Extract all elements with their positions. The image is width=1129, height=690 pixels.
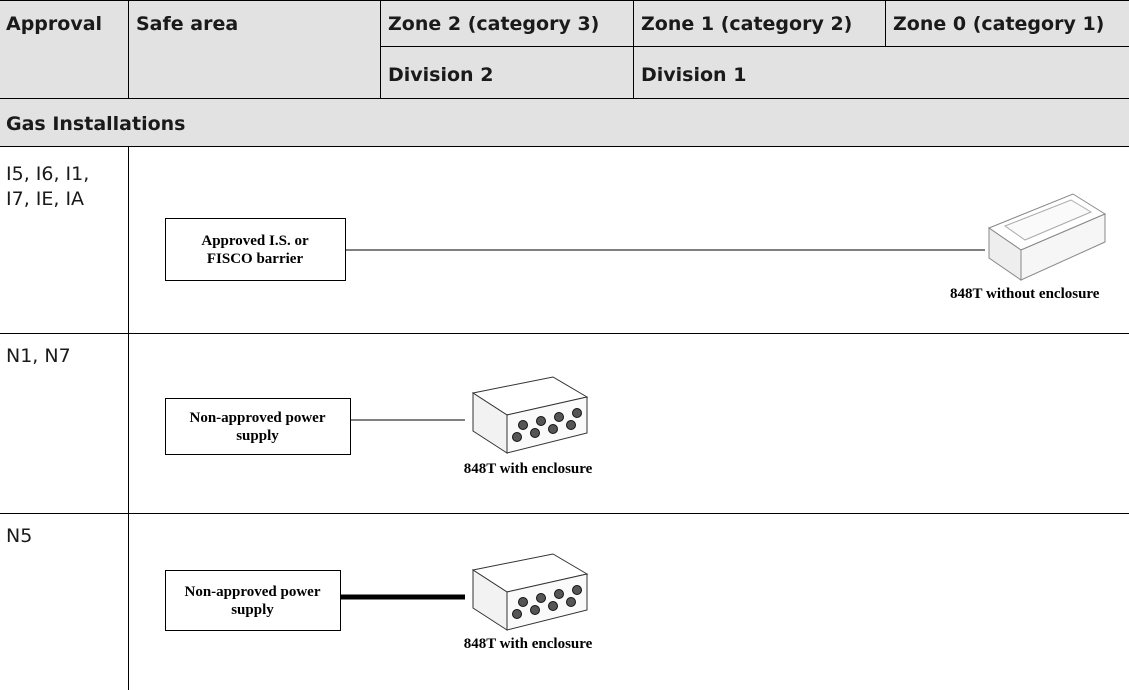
header-cell: Zone 0 (category 1): [893, 13, 1104, 35]
enclosure-side: [506, 573, 588, 631]
cable-gland: [530, 605, 540, 615]
device-box: [165, 398, 351, 455]
cable-gland: [572, 408, 582, 418]
cable-gland: [572, 585, 582, 595]
cable-gland: [566, 597, 576, 607]
cable-gland: [548, 601, 558, 611]
box-label: supply: [231, 602, 274, 618]
header-cell: Zone 1 (category 2): [641, 13, 852, 35]
enclosure-side: [506, 396, 588, 454]
cable-gland: [512, 609, 522, 619]
device-side: [1020, 213, 1106, 281]
section-title: Gas Installations: [6, 113, 185, 135]
cable-gland: [518, 420, 528, 430]
approval-code: N5: [6, 525, 32, 547]
cable-gland: [530, 428, 540, 438]
cable-gland: [554, 412, 564, 422]
header-cell: Division 1: [641, 64, 746, 86]
device-caption: 848T without enclosure: [950, 286, 1100, 302]
approval-code: I7, IE, IA: [6, 188, 84, 210]
cable-gland: [536, 593, 546, 603]
box-label: supply: [236, 428, 279, 444]
box-label: Non-approved power: [185, 584, 321, 600]
box-label: Non-approved power: [190, 410, 326, 426]
header-cell: Safe area: [136, 13, 238, 35]
header-cell: Division 2: [388, 64, 493, 86]
approval-code: I5, I6, I1,: [6, 163, 89, 185]
box-label: Approved I.S. or: [201, 233, 309, 249]
device-caption: 848T with enclosure: [464, 461, 593, 477]
approval-code: N1, N7: [6, 345, 71, 367]
device-box: [165, 218, 346, 281]
header-cell: Zone 2 (category 3): [388, 13, 599, 35]
device-enclosure: [471, 376, 589, 454]
cable-gland: [548, 424, 558, 434]
cable-gland: [536, 416, 546, 426]
device-module: [1003, 199, 1093, 241]
cable-gland: [512, 432, 522, 442]
header-bg: [0, 0, 1129, 98]
header-cell: Approval: [6, 13, 102, 35]
cable-gland: [518, 597, 528, 607]
cable-gland: [566, 420, 576, 430]
device-caption: 848T with enclosure: [464, 636, 593, 652]
section-bg: [0, 98, 1129, 146]
device-enclosure: [471, 553, 589, 631]
device-bare: [987, 193, 1107, 281]
device-box: [165, 570, 341, 631]
box-label: FISCO barrier: [207, 251, 304, 267]
cable-gland: [554, 589, 564, 599]
